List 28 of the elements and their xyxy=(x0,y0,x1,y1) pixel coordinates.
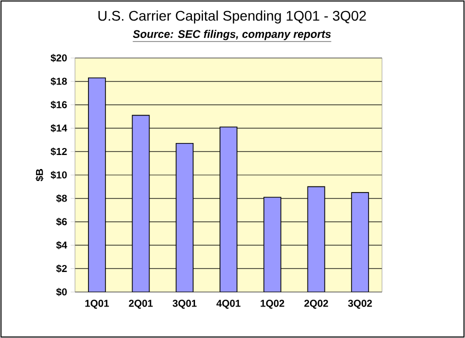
y-tick-label: $4 xyxy=(56,241,68,250)
y-tick-label: $20 xyxy=(50,54,67,62)
chart-title: U.S. Carrier Capital Spending 1Q01 - 3Q02 xyxy=(98,10,366,24)
y-axis-title: $B xyxy=(35,169,44,182)
y-tick-label: $0 xyxy=(56,288,67,296)
y-tick-label: $2 xyxy=(56,264,67,273)
y-tick-label: $6 xyxy=(56,218,67,226)
x-tick-label: 2Q01 xyxy=(128,300,153,309)
bar xyxy=(263,196,282,292)
chart-subtitle: Source: SEC filings, company reports xyxy=(132,30,331,40)
x-tick-label: 3Q02 xyxy=(348,300,372,309)
y-tick-label: $14 xyxy=(50,124,68,132)
x-tick-label: 1Q01 xyxy=(85,300,109,309)
bar xyxy=(132,114,150,292)
bar xyxy=(307,186,326,292)
x-tick-label: 4Q01 xyxy=(216,300,240,309)
y-tick-label: $16 xyxy=(50,100,67,109)
y-tick-label: $18 xyxy=(50,77,67,86)
y-tick-label: $8 xyxy=(56,194,67,202)
y-tick-label: $10 xyxy=(50,170,67,180)
y-tick-label: $12 xyxy=(50,148,67,156)
bar xyxy=(351,192,369,292)
x-tick-label: 3Q01 xyxy=(172,300,197,309)
x-tick-label: 1Q02 xyxy=(260,300,284,309)
bar xyxy=(176,143,194,292)
x-tick-label: 2Q02 xyxy=(304,300,328,309)
bar xyxy=(88,77,106,292)
bar xyxy=(220,126,238,292)
